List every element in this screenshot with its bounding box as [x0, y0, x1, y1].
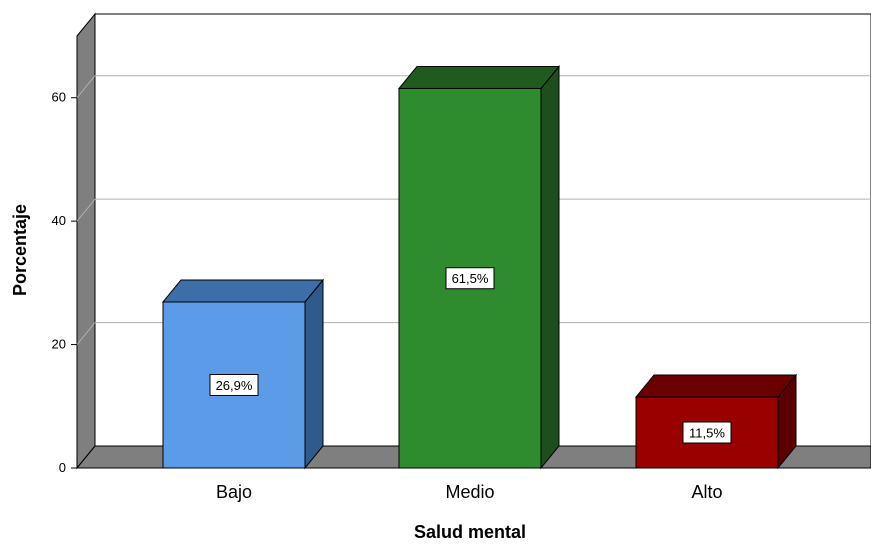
x-tick-label: Alto — [691, 482, 722, 502]
x-tick-label: Medio — [445, 482, 494, 502]
data-label: 11,5% — [689, 426, 725, 441]
bar-side — [540, 65, 560, 470]
bar-top — [161, 279, 325, 303]
y-axis-title: Porcentaje — [10, 204, 30, 296]
bar-side — [304, 278, 324, 470]
data-label: 26,9% — [216, 378, 253, 393]
data-label-box — [445, 267, 495, 290]
bar-top — [397, 65, 561, 89]
data-label-box — [682, 421, 732, 444]
bar-medio: 61,5% — [397, 65, 561, 470]
y-axis: 0 20 40 60 — [52, 90, 77, 475]
y-tick-label: 0 — [59, 460, 66, 475]
data-label-box — [209, 373, 259, 396]
chart-left-wall — [76, 12, 96, 470]
data-label: 61,5% — [452, 271, 489, 286]
y-tick-label: 20 — [52, 337, 66, 352]
y-tick-label: 60 — [52, 90, 66, 105]
bar-alto: 11,5% — [634, 373, 798, 470]
x-axis: Bajo Medio Alto — [216, 482, 723, 502]
y-tick-label: 40 — [52, 213, 66, 228]
gridline-side — [76, 322, 96, 345]
bar-bajo: 26,9% — [161, 278, 325, 470]
bars: 26,9% 61,5% 11,5% — [161, 65, 798, 470]
bar-top — [634, 374, 798, 398]
gridline-side — [76, 75, 96, 99]
x-tick-label: Bajo — [216, 482, 252, 502]
x-axis-title: Salud mental — [414, 522, 526, 542]
gridline-side — [76, 198, 96, 222]
